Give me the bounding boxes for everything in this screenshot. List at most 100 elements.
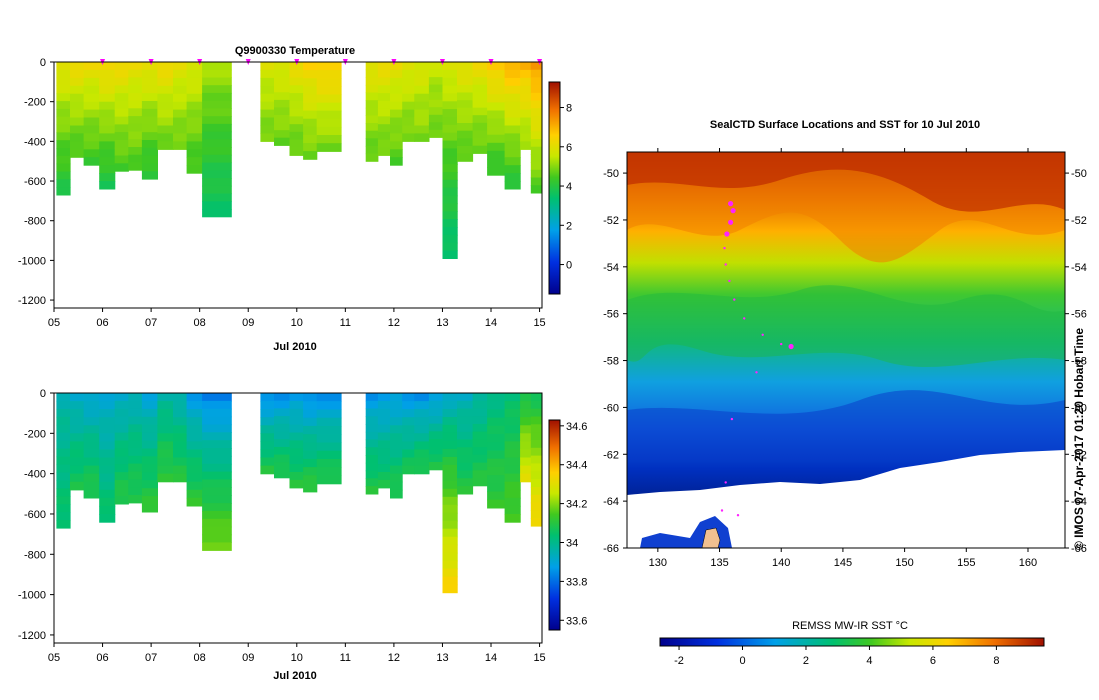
profile-cell (316, 135, 342, 144)
profile-cell (186, 157, 203, 166)
profile-cell (289, 139, 304, 149)
profile-cell (457, 123, 474, 132)
profile-cell (442, 93, 458, 102)
x-tick-label: 140 (772, 557, 790, 569)
profile-cell (457, 416, 474, 425)
profile-cell (260, 449, 275, 459)
profile-cell (141, 147, 158, 157)
profile-cell (316, 434, 342, 443)
profile-cell (186, 425, 203, 434)
profile-cell (274, 393, 291, 402)
profile-cell (520, 93, 532, 103)
profile-cell (141, 132, 158, 141)
profile-cell (316, 393, 342, 402)
profile-cell (83, 69, 100, 79)
profile-cell (157, 401, 174, 410)
profile-cell (186, 481, 203, 491)
profile-cell (114, 139, 129, 149)
profile-cell (390, 441, 403, 451)
profile-cell (83, 417, 100, 426)
profile-cell (141, 488, 158, 497)
profile-cell (289, 472, 304, 481)
profile-cell (202, 62, 232, 71)
profile-cell (114, 400, 129, 410)
profile-cell (56, 62, 71, 71)
profile-cell (457, 462, 474, 472)
profile-cell (365, 470, 379, 479)
profile-cell (414, 93, 430, 103)
profile-cell (114, 408, 129, 418)
profile-cell (487, 94, 506, 103)
profile-cell (457, 400, 474, 410)
profile-cell (442, 172, 458, 181)
profile-cell (83, 441, 100, 451)
profile-cell (504, 465, 521, 475)
profile-cell (186, 141, 203, 150)
profile-cell (56, 108, 71, 118)
profile-cell (530, 146, 543, 155)
profile-cell (114, 488, 129, 497)
profile-cell (472, 130, 488, 139)
y-tick-label: -600 (24, 509, 46, 521)
profile-cell (99, 157, 116, 166)
seal-location-dot (733, 298, 736, 301)
seal-location-dot (723, 246, 726, 250)
x-tick-label: 05 (48, 317, 60, 329)
profile-cell (83, 149, 100, 158)
profile-cell (114, 464, 129, 473)
profile-cell (472, 400, 488, 409)
profile-cell (70, 149, 85, 158)
profile-cell (472, 77, 488, 86)
profile-cell (274, 77, 291, 86)
profile-cell (202, 123, 232, 133)
profile-cell (402, 409, 415, 418)
profile-cell (487, 499, 506, 509)
profile-cell (402, 441, 415, 451)
x-tick-label: 08 (194, 652, 206, 664)
profile-cell (442, 124, 458, 134)
profile-cell (303, 442, 318, 452)
profile-cell (274, 99, 291, 109)
profile-cell (390, 393, 403, 402)
profile-cell (316, 110, 342, 120)
profile-cell (141, 108, 158, 118)
sst-colorbar-label: REMSS MW-IR SST °C (792, 620, 908, 632)
profile-cell (504, 497, 521, 507)
profile-cell (141, 393, 158, 402)
profile-cell (377, 408, 391, 418)
profile-cell (128, 139, 143, 148)
profile-cell (457, 69, 474, 78)
y-tick-label-right: -52 (1071, 215, 1087, 227)
colorbar-tick-label: 8 (566, 103, 572, 115)
profile-cell (128, 154, 143, 163)
profile-cell (99, 393, 116, 402)
profile-cell (56, 163, 71, 172)
profile-cell (414, 117, 430, 126)
profile-cell (457, 115, 474, 124)
profile-cell (186, 433, 203, 442)
profile-cell (402, 101, 415, 111)
profile-cell (504, 393, 521, 402)
profile-cell (402, 433, 415, 442)
x-tick-label: 155 (957, 557, 975, 569)
profile-cell (141, 416, 158, 426)
seal-location-dot (728, 279, 731, 283)
profile-cell (114, 393, 129, 402)
profile-cell (114, 440, 129, 449)
profile-cell (56, 464, 71, 473)
profile-cell (520, 85, 532, 95)
profile-cell (442, 393, 458, 402)
profile-cell (504, 457, 521, 467)
profile-cell (504, 409, 521, 418)
x-tick-label: 10 (291, 652, 303, 664)
profile-cell (289, 432, 304, 441)
colorbar-tick-label: 34.6 (566, 421, 587, 433)
profile-cell (141, 77, 158, 86)
profile-cell (390, 465, 403, 475)
profile-cell (442, 536, 458, 546)
profile-cell (202, 92, 232, 102)
salinity-xlabel: Jul 2010 (273, 670, 316, 682)
profile-cell (157, 133, 174, 142)
profile-cell (303, 417, 318, 427)
profile-cell (274, 107, 291, 116)
